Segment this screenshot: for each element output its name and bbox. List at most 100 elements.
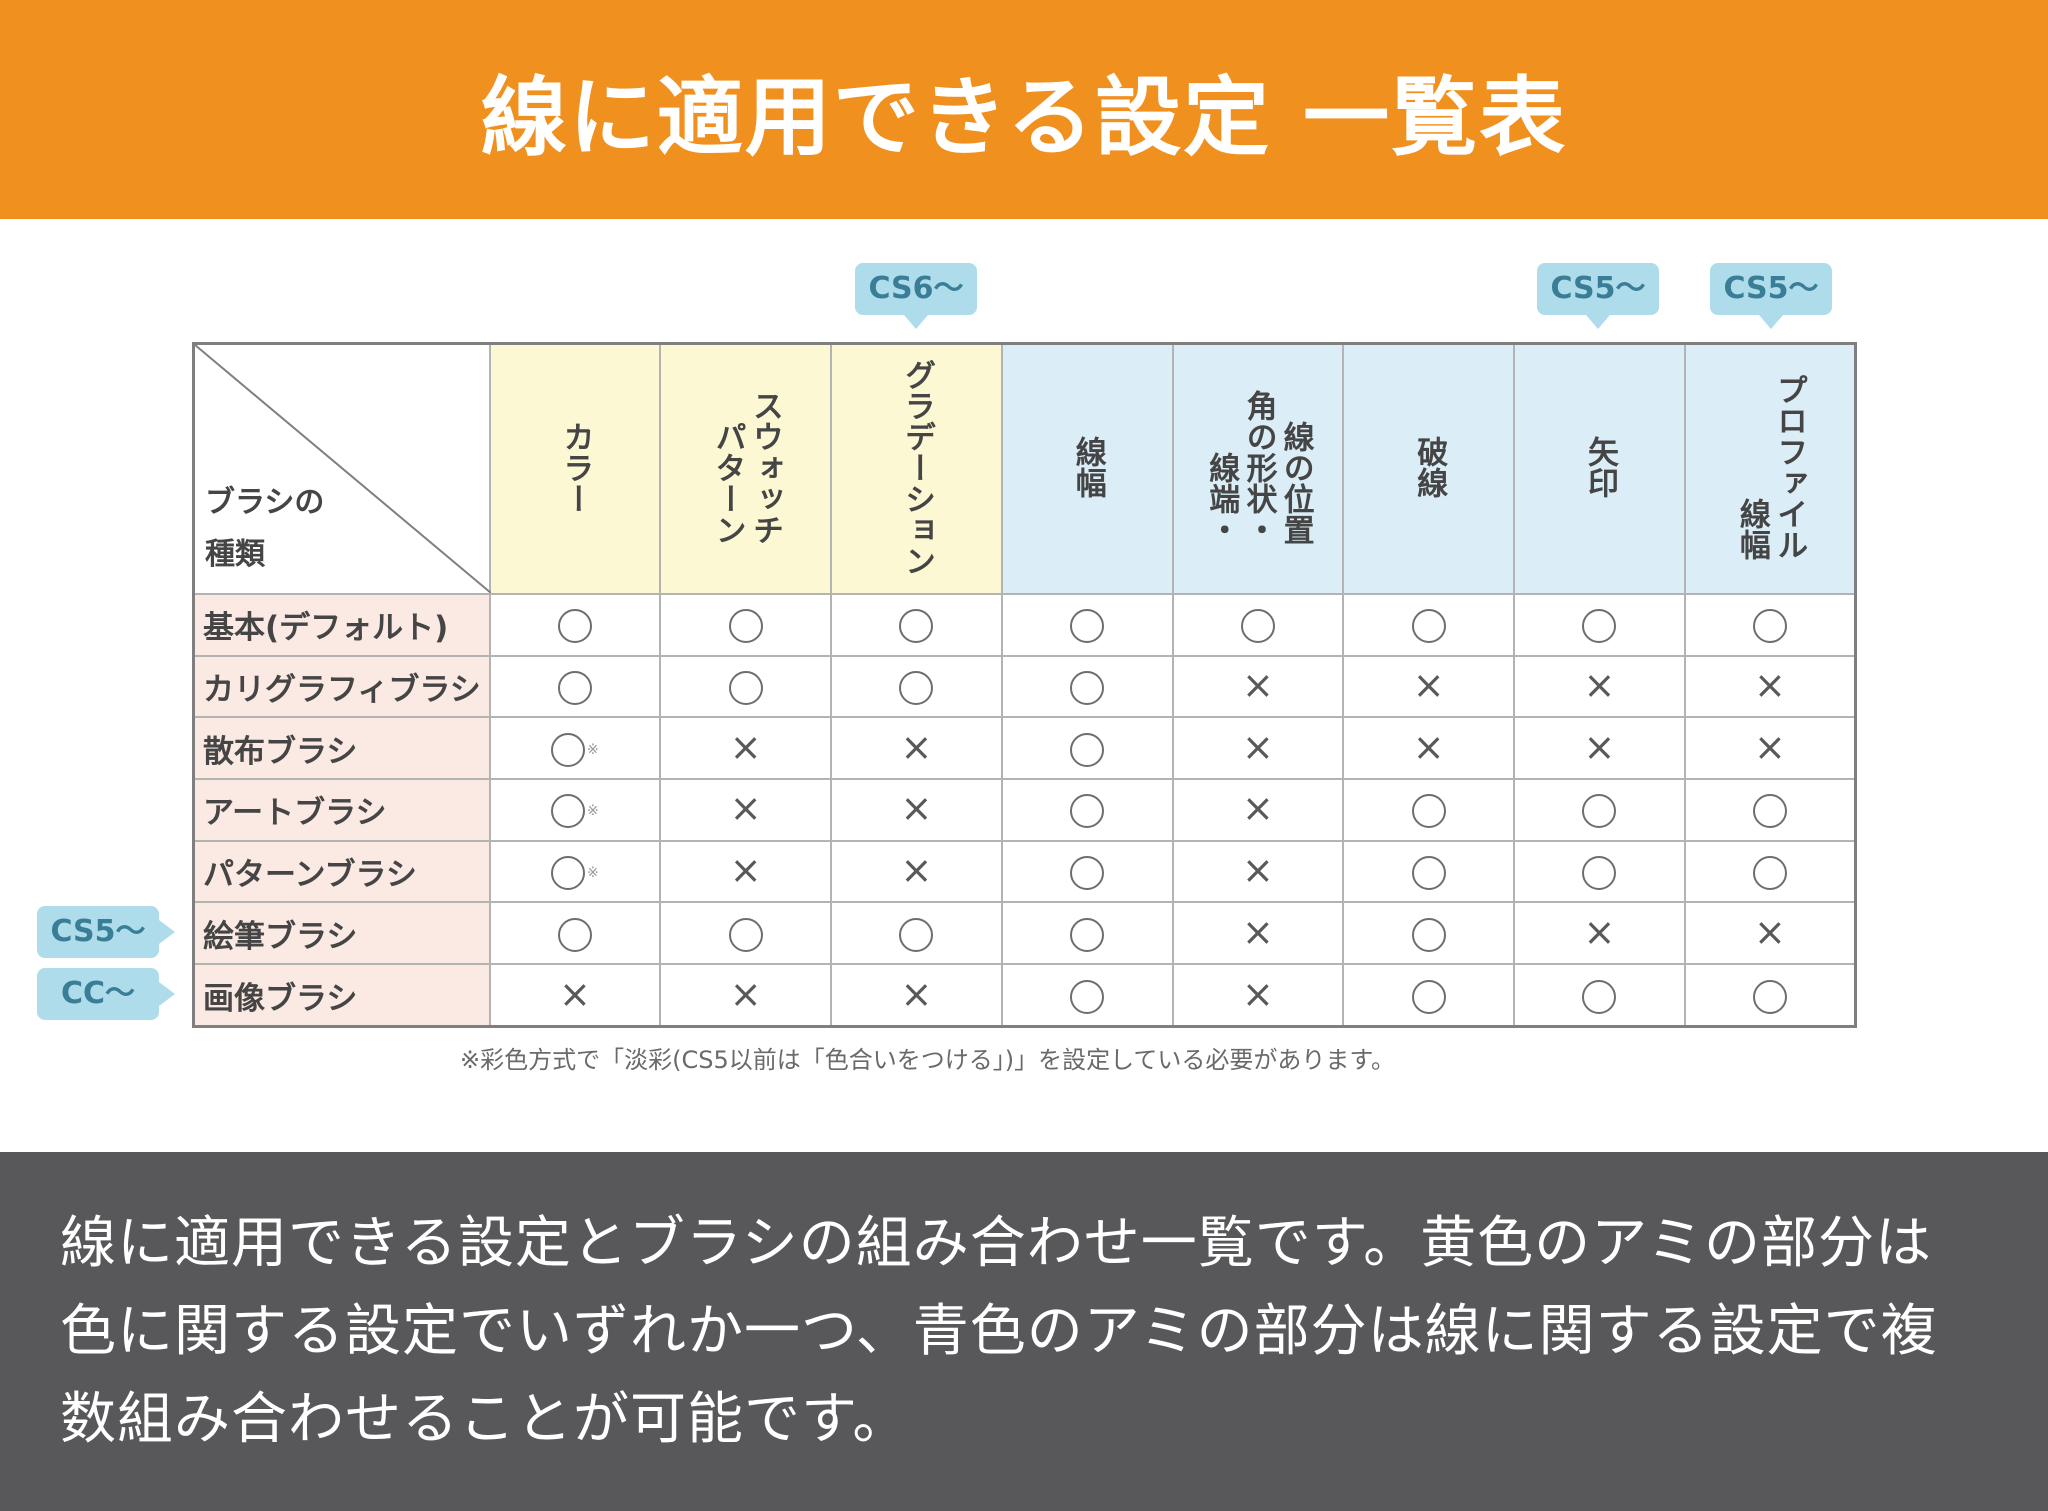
circle-mark-icon — [1752, 609, 1787, 644]
table-cell: × — [1171, 716, 1345, 781]
table-cell — [830, 901, 1003, 966]
note-marker: ※ — [587, 865, 599, 882]
footnote: ※彩色方式で「淡彩(CS5以前は「色合いをつける」)」を設定している必要がありま… — [460, 1046, 1395, 1074]
circle-mark-icon — [1070, 671, 1105, 706]
table-cell — [1683, 593, 1857, 657]
circle-mark-icon — [1582, 794, 1617, 829]
cross-mark: × — [1583, 724, 1616, 769]
callout-profile-version: CS5〜 — [1710, 263, 1832, 315]
row-label: 基本(デフォルト) — [192, 593, 491, 657]
corner-diagonal-line — [195, 345, 491, 593]
table-cell — [1683, 778, 1857, 842]
table-cell — [1342, 778, 1515, 842]
table-cell — [488, 593, 662, 657]
table-cell — [1513, 778, 1686, 842]
corner-cell: ブラシの 種類 — [192, 342, 491, 595]
circle-mark-icon — [1411, 856, 1446, 891]
column-label: 破線 — [1411, 436, 1448, 498]
callout-gradation-version: CS6〜 — [855, 263, 977, 315]
table-cell: × — [1171, 778, 1345, 842]
column-sublabel: スウォッチ — [746, 389, 783, 545]
table-body: 基本(デフォルト) カリグラフィブラシ × × × × 散布ブラシ ※ × × × × × × アートブラシ… — [192, 593, 1857, 1028]
circle-mark-icon — [728, 671, 763, 706]
column-sublabel-2: 線の位置 — [1277, 420, 1314, 545]
circle-mark-icon — [728, 917, 763, 952]
column-header-gradation: グラデーション — [830, 342, 1003, 595]
table-cell: × — [1171, 901, 1345, 966]
row-label: アートブラシ — [192, 778, 491, 842]
title-banner: 線に適用できる設定 一覧表 — [0, 0, 2048, 219]
callout-arrow-version: CS5〜 — [1537, 263, 1659, 315]
column-label: 線端・ — [1203, 451, 1240, 545]
table-cell: × — [488, 963, 662, 1028]
cross-mark: × — [900, 724, 933, 769]
circle-mark-icon — [728, 609, 763, 644]
table-row: パターンブラシ ※ × × × — [192, 839, 1857, 904]
description-panel: 線に適用できる設定とブラシの組み合わせ一覧です。黄色のアミの部分は色に関する設定… — [0, 1152, 2048, 1511]
cross-mark: × — [729, 971, 762, 1016]
table-cell: × — [659, 716, 832, 781]
row-label: 絵筆ブラシ — [192, 901, 491, 966]
table-cell: × — [1683, 716, 1857, 781]
cross-mark: × — [1753, 663, 1786, 708]
cross-mark: × — [558, 971, 591, 1016]
cross-mark: × — [729, 848, 762, 893]
column-sublabel: 角の形状・ — [1240, 389, 1277, 545]
table-cell: × — [1513, 716, 1686, 781]
table-cell — [1342, 963, 1515, 1028]
cross-mark: × — [1753, 724, 1786, 769]
table-cell — [1342, 839, 1515, 904]
callout-image-version: CC〜 — [37, 968, 159, 1020]
table-cell: × — [1513, 654, 1686, 719]
table-row: 基本(デフォルト) — [192, 593, 1857, 657]
cross-mark: × — [1583, 909, 1616, 954]
circle-mark-icon — [1752, 856, 1787, 891]
table-cell — [488, 654, 662, 719]
cross-mark: × — [900, 786, 933, 831]
circle-mark-icon — [1070, 609, 1105, 644]
circle-mark-icon — [1411, 609, 1446, 644]
table-cell — [1513, 839, 1686, 904]
table-cell: × — [659, 963, 832, 1028]
corner-label: ブラシの 種類 — [205, 477, 324, 581]
circle-mark-icon — [1070, 856, 1105, 891]
callout-bristle-version: CS5〜 — [37, 906, 159, 958]
circle-mark-icon — [1240, 609, 1275, 644]
table-cell: × — [1342, 654, 1515, 719]
table-row: カリグラフィブラシ × × × × — [192, 654, 1857, 719]
circle-mark-icon — [551, 732, 585, 767]
table-cell — [659, 593, 832, 657]
corner-label-line1: ブラシの — [205, 485, 325, 520]
table-cell — [1342, 901, 1515, 966]
column-header-dashed-line: 破線 — [1342, 342, 1515, 595]
column-header-cap-corner-align: 線端・角の形状・線の位置 — [1171, 342, 1345, 595]
column-header-arrowhead: 矢印 — [1513, 342, 1686, 595]
row-label: パターンブラシ — [192, 839, 491, 904]
table-cell: ※ — [488, 839, 662, 904]
circle-mark-icon — [557, 917, 592, 952]
table-cell — [659, 654, 832, 719]
table-cell — [1000, 963, 1174, 1028]
circle-mark-icon — [1752, 794, 1787, 829]
corner-label-line2: 種類 — [205, 537, 265, 572]
row-label: 散布ブラシ — [192, 716, 491, 781]
page-title: 線に適用できる設定 一覧表 — [480, 68, 1568, 168]
table-row: 絵筆ブラシ × × × — [192, 901, 1857, 966]
table-cell — [1342, 593, 1515, 657]
table-cell: × — [1171, 654, 1345, 719]
cross-mark: × — [1241, 724, 1274, 769]
cross-mark: × — [729, 786, 762, 831]
table-row: 画像ブラシ × × × × — [192, 963, 1857, 1028]
column-sublabel: プロファイル — [1771, 374, 1808, 560]
circle-mark-icon — [1752, 979, 1787, 1014]
cross-mark: × — [1583, 663, 1616, 708]
table-cell — [1000, 839, 1174, 904]
cross-mark: × — [900, 848, 933, 893]
cross-mark: × — [1241, 786, 1274, 831]
cross-mark: × — [1241, 663, 1274, 708]
table-cell: × — [830, 778, 1003, 842]
cross-mark: × — [1412, 724, 1445, 769]
column-label: 線幅 — [1069, 436, 1106, 498]
circle-mark-icon — [1411, 979, 1446, 1014]
table-cell: × — [659, 778, 832, 842]
